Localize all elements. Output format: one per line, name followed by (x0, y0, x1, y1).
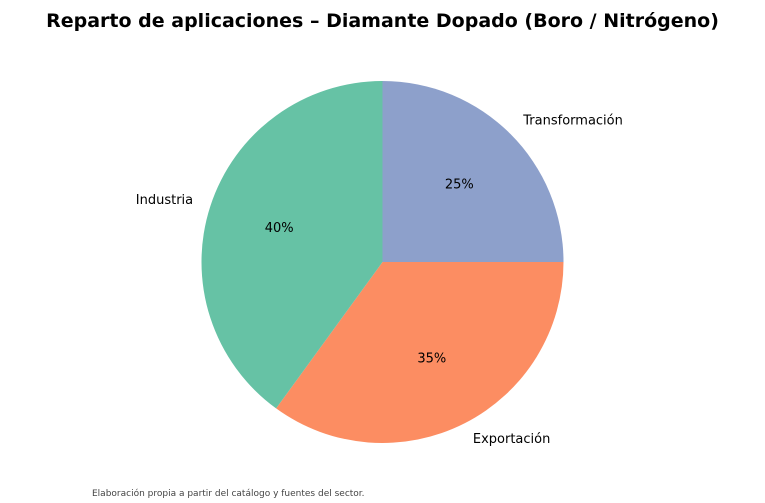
pie-category-label-exportacion: Exportación (473, 432, 550, 447)
pie-slices (201, 81, 564, 443)
pie-pct-label-exportacion: 35% (417, 351, 446, 366)
pie-slice-industria (201, 81, 383, 409)
pie-labels: 25% Transformación 35% Exportación 40% Indust… (136, 114, 623, 447)
pie-category-label-industria: Industria (136, 193, 193, 208)
chart-title: Reparto de aplicaciones – Diamante Dopad… (46, 10, 719, 32)
pie-slice-exportacion (276, 262, 564, 443)
source-note: Elaboración propia a partir del catálogo… (92, 489, 365, 499)
pie-category-label-transformacion: Transformación (522, 114, 623, 129)
pie-slice-transformacion (382, 81, 564, 262)
pie-pct-label-transformacion: 25% (445, 178, 474, 193)
pie-pct-label-industria: 40% (265, 221, 294, 236)
